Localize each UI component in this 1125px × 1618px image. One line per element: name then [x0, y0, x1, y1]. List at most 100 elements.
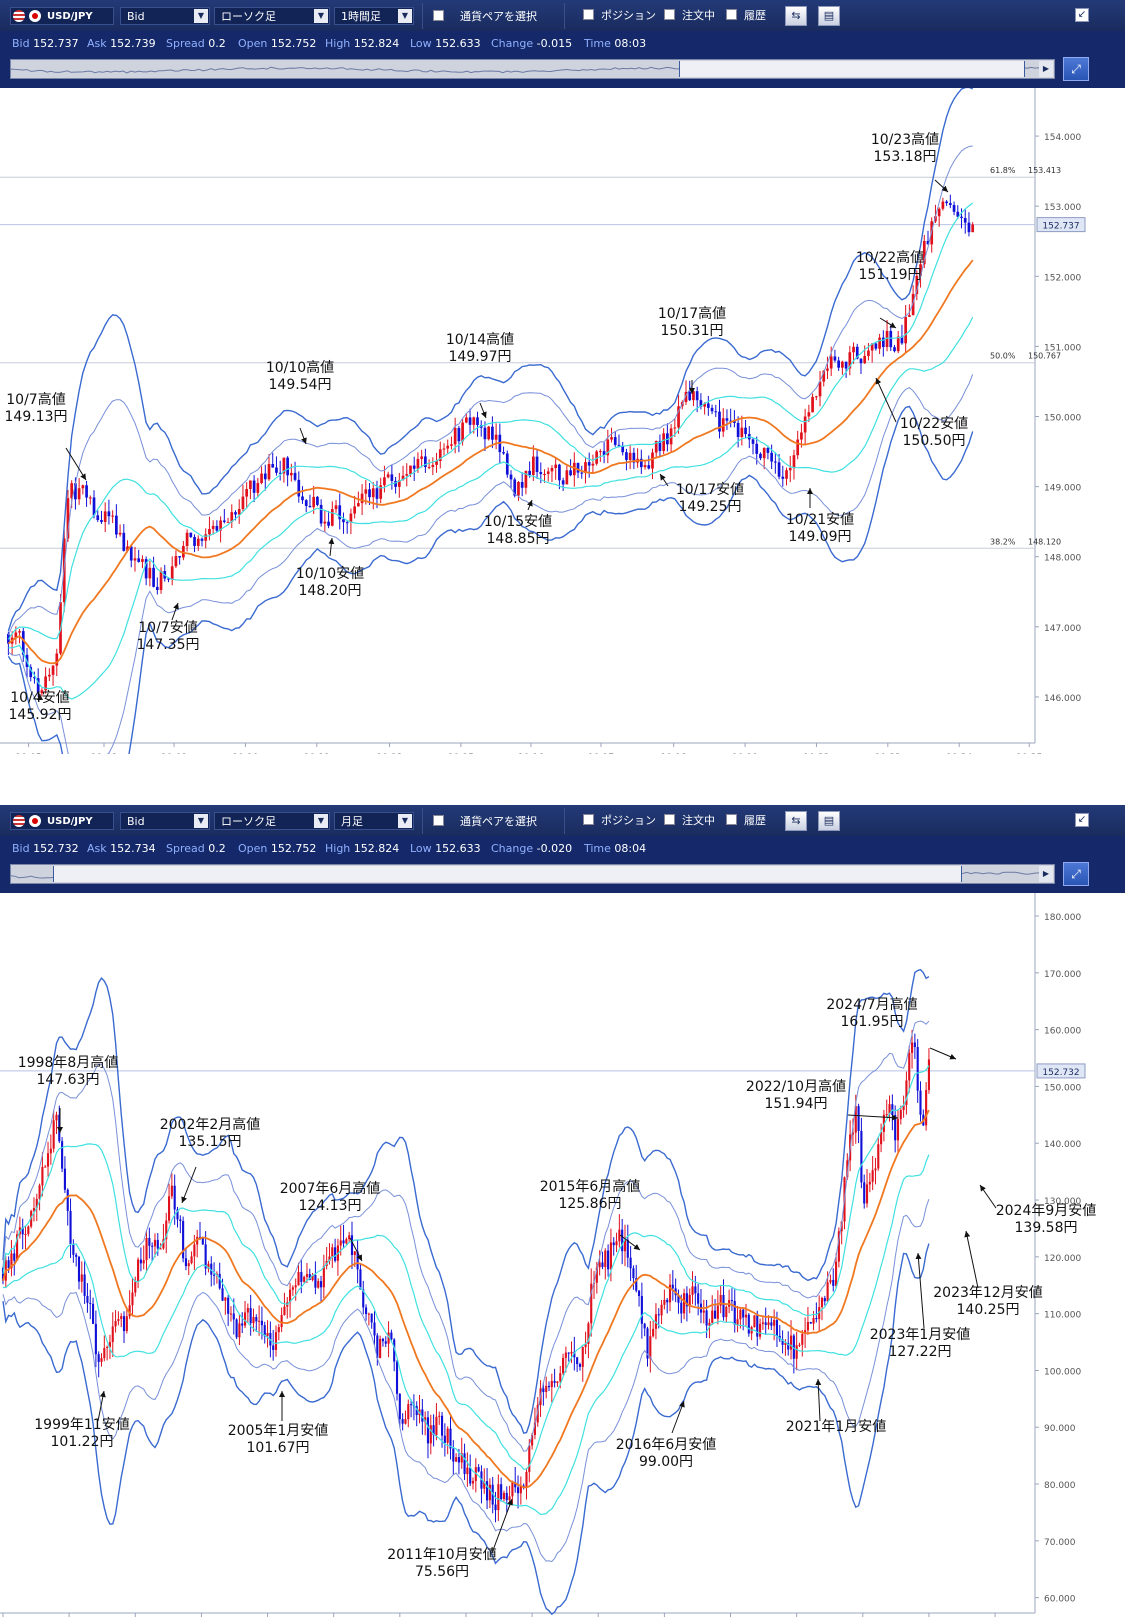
candle [781, 1330, 784, 1354]
navigator-track[interactable]: ▶ [10, 59, 1055, 79]
fib-level-value: 148.120 [1028, 537, 1061, 546]
orders-label: 注文中 [682, 814, 715, 827]
candle [870, 342, 874, 363]
annotation-price: 148.85円 [487, 531, 550, 547]
candle [196, 535, 200, 551]
candle [373, 1311, 376, 1346]
x-tick-label: 10-23 [875, 753, 901, 754]
orders-checkbox[interactable] [664, 9, 675, 20]
candle [694, 1275, 697, 1306]
candle [449, 1416, 452, 1460]
candle [546, 467, 550, 482]
candle [719, 1285, 722, 1314]
x-tick-label: 10-17 [588, 753, 614, 754]
candle [213, 1262, 216, 1286]
candle [342, 1224, 345, 1249]
candle [463, 1443, 466, 1481]
candle [967, 212, 971, 237]
price-chart[interactable]: 180.000 170.000 160.000 150.000 140.000 130.0… [0, 893, 1125, 1618]
candle [615, 1232, 618, 1253]
candle [304, 499, 308, 513]
candle [52, 1110, 55, 1153]
candle [652, 1320, 655, 1338]
candle [684, 380, 688, 405]
pair-selector[interactable]: USD/JPY [10, 812, 114, 830]
candle [553, 1368, 556, 1388]
orders-checkbox[interactable] [664, 814, 675, 825]
candle [874, 342, 878, 351]
y-tick-label: 150.000 [1044, 414, 1081, 424]
position-checkbox[interactable] [583, 814, 594, 825]
candle [878, 333, 881, 355]
candle [880, 1123, 883, 1153]
candle [91, 1297, 95, 1325]
fit-chart-button[interactable]: ⤢ [1063, 57, 1089, 81]
candle [580, 465, 584, 479]
candle [424, 1411, 427, 1436]
annotation-price: 149.25円 [679, 499, 742, 515]
candle [401, 465, 405, 481]
candle [809, 1321, 812, 1324]
candle [457, 425, 461, 453]
navigator-window[interactable] [679, 61, 1025, 77]
candle [476, 411, 479, 437]
history-checkbox[interactable] [726, 814, 737, 825]
timeframe-select[interactable]: 月足 ▼ [334, 812, 414, 830]
candle [733, 1289, 736, 1333]
candle [562, 1353, 565, 1376]
x-tick-label: 10-10 [232, 753, 258, 754]
navigator-scroll-right-button[interactable]: ▶ [1039, 61, 1053, 77]
candle [937, 207, 941, 227]
collapse-button[interactable]: ↙ [1075, 813, 1089, 827]
candle [691, 1271, 694, 1305]
candle [258, 1305, 261, 1336]
chart-background [0, 88, 1125, 754]
fit-chart-button[interactable]: ⤢ [1063, 862, 1089, 886]
bollinger-band-lower-2 [2, 1198, 930, 1563]
price-type-select[interactable]: Bid ▼ [120, 7, 210, 25]
annotation-price: 147.35円 [137, 637, 200, 653]
candle [350, 1221, 354, 1270]
candle [519, 1476, 522, 1505]
candle [139, 1247, 142, 1272]
select-pair-checkbox[interactable] [433, 815, 444, 826]
timeframe-select[interactable]: 1時間足 ▼ [334, 7, 414, 25]
y-tick-label: 80.000 [1044, 1481, 1076, 1491]
chart-style-select[interactable]: ローソク足 ▼ [214, 7, 330, 25]
candle [722, 1279, 725, 1321]
x-tick-label: 10-19 [732, 753, 758, 754]
candle [162, 1223, 165, 1250]
order-window-button[interactable]: ⇆ [785, 6, 807, 26]
price-chart[interactable]: 154.000 153.000 152.000 151.000 150.000 149.0… [0, 88, 1125, 754]
position-checkbox[interactable] [583, 9, 594, 20]
annotation-title: 2023年12月安値 [933, 1285, 1042, 1301]
history-checkbox[interactable] [726, 9, 737, 20]
candle [316, 495, 319, 507]
candle [106, 1345, 109, 1361]
order-window-button[interactable]: ⇆ [785, 811, 807, 831]
layout-button[interactable]: ▤ [818, 811, 840, 831]
candle [599, 449, 602, 462]
select-pair-checkbox[interactable] [433, 10, 444, 21]
collapse-button[interactable]: ↙ [1075, 8, 1089, 22]
chart-style-select[interactable]: ローソク足 ▼ [214, 812, 330, 830]
candle [759, 1318, 762, 1340]
navigator-track[interactable]: ▶ [10, 864, 1055, 884]
candle [66, 1188, 69, 1226]
candle [397, 472, 401, 498]
candle [362, 1280, 365, 1315]
fib-level-label: 50.0% [990, 352, 1016, 361]
price-type-select[interactable]: Bid ▼ [120, 812, 210, 830]
navigator-window[interactable] [53, 866, 962, 882]
candle [934, 204, 937, 224]
y-tick-label: 147.000 [1044, 624, 1081, 634]
navigator-scroll-right-button[interactable]: ▶ [1039, 866, 1053, 882]
x-tick-label: 10-18 [661, 753, 687, 754]
candle [371, 482, 375, 510]
pair-selector[interactable]: USD/JPY [10, 7, 114, 25]
layout-button[interactable]: ▤ [818, 6, 840, 26]
